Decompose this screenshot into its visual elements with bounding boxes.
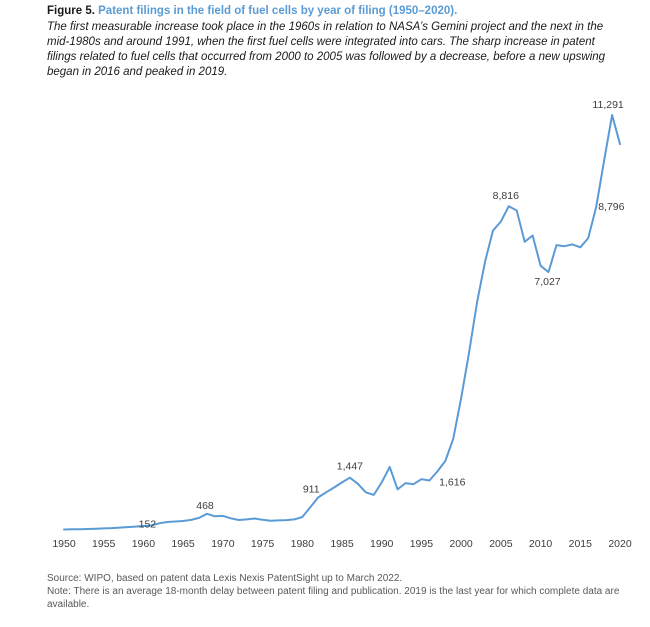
- data-point-label: 1,447: [337, 461, 363, 473]
- data-point-label: 8,796: [598, 201, 624, 213]
- x-axis-tick-label: 1970: [211, 538, 235, 550]
- data-point-label: 911: [303, 483, 320, 495]
- x-axis-tick-label: 1990: [370, 538, 394, 550]
- data-point-label: 8,816: [493, 190, 519, 202]
- figure-caption: Figure 5. Patent filings in the field of…: [47, 4, 623, 80]
- x-axis-tick-label: 1995: [410, 538, 434, 550]
- x-axis-tick-label: 2000: [449, 538, 473, 550]
- source-text: Source: WIPO, based on patent data Lexis…: [47, 573, 403, 584]
- x-axis-tick-label: 1960: [132, 538, 156, 550]
- x-axis-tick-label: 1950: [52, 538, 76, 550]
- figure-title: Patent filings in the field of fuel cell…: [98, 5, 458, 17]
- x-axis-tick-label: 1985: [330, 538, 354, 550]
- data-point-label: 468: [196, 500, 214, 512]
- patent-filings-trend-line: [63, 114, 621, 531]
- fuel-cells-line-chart: 1950 1955 1960 1965 1970 1975 1980 1985 1990 1995…: [52, 99, 632, 550]
- x-axis-tick-label: 1965: [171, 538, 195, 550]
- x-axis-tick-label: 2010: [529, 538, 553, 550]
- data-point-label: 11,291: [592, 99, 623, 111]
- data-point-label: 152: [139, 518, 157, 530]
- figure-caption-line: Figure 5. Patent filings in the field of…: [47, 4, 623, 19]
- x-axis-tick-label: 1955: [92, 538, 116, 550]
- x-axis-tick-label: 1980: [291, 538, 315, 550]
- x-axis-tick-label: 2015: [569, 538, 593, 550]
- data-point-label: 7,027: [534, 276, 560, 288]
- x-axis-tick-label: 2020: [608, 538, 632, 550]
- figure-label: Figure 5.: [47, 5, 95, 17]
- figure-description: The first measurable increase took place…: [47, 21, 606, 78]
- data-point-label: 1,616: [439, 477, 465, 489]
- note-text: Note: There is an average 18-month delay…: [47, 586, 620, 610]
- figure-footnotes: Source: WIPO, based on patent data Lexis…: [47, 572, 639, 611]
- x-axis-tick-label: 2005: [489, 538, 513, 550]
- x-axis-tick-label: 1975: [251, 538, 275, 550]
